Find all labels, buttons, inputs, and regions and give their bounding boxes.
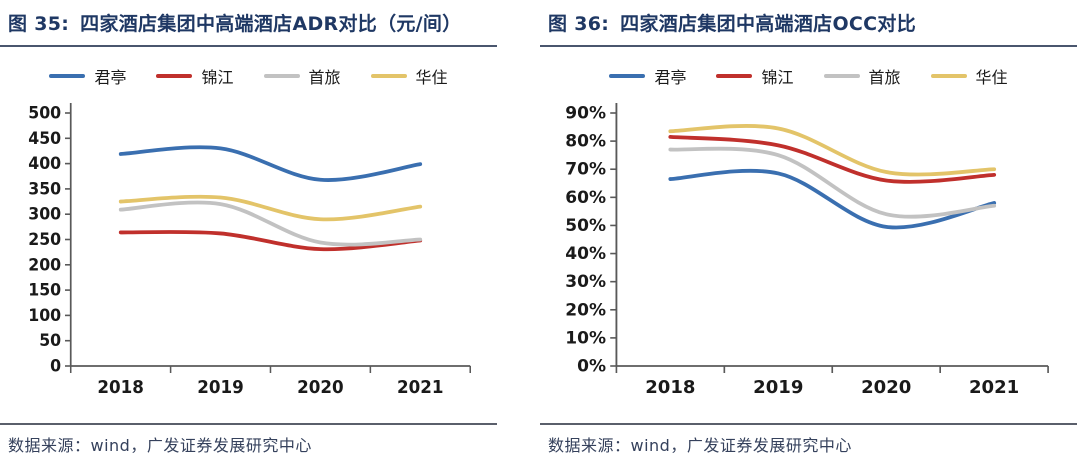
y-tick-label: 100 [28,306,61,325]
adr-chart-canvas: 0 50 100 150 200 250 300 350 400 450 500 2018 2019 20… [28,103,472,398]
legend-label-huazhu: 华住 [975,68,1008,87]
x-tick-label: 2018 [645,377,695,398]
series-line-junting [668,168,997,230]
y-tick-label: 70% [565,159,606,179]
figure-title-occ: 图 36: 四家酒店集团中高端酒店OCC对比 [540,6,1077,47]
source-note: 数据来源：wind，广发证券发展研究中心 [0,423,497,456]
y-tick-label: 200 [28,255,61,274]
figure-title-text: 四家酒店集团中高端酒店ADR对比（元/间） [80,13,462,35]
figure-title-text: 四家酒店集团中高端酒店OCC对比 [620,13,916,35]
series-line-huazhu [668,124,997,177]
y-tick-label: 20% [565,300,606,320]
y-tick-label: 450 [28,128,61,147]
figure-label: 图 36: [548,13,610,35]
y-tick-label: 50% [565,215,606,235]
y-tick-label: 50 [39,331,61,350]
series-line-shoulv [668,146,997,219]
y-tick-label: 350 [28,179,61,198]
x-tick-label: 2019 [753,377,803,398]
legend-label-shoulv: 首旅 [868,68,901,87]
y-tick-label: 250 [28,230,61,249]
legend-swatch-huazhu [930,74,967,78]
line-chart-occ: 0% 10% 20% 30% 40% 50% 60% 70% 80% 90% 2018 2019 202… [540,87,1077,409]
y-tick-label: 150 [28,280,61,299]
figure-label: 图 35: [8,13,70,35]
legend-item-huazhu: 华住 [930,64,1008,88]
y-tick-label: 80% [565,131,606,151]
series-line-jinjiang [118,230,423,252]
line-chart-adr: 0 50 100 150 200 250 300 350 400 450 500 2018 2019 20… [0,87,497,409]
legend-item-shoulv: 首旅 [263,64,341,88]
x-tick-label: 2019 [197,378,244,398]
legend-swatch-jinjiang [156,74,193,78]
legend-label-junting: 君亭 [94,68,127,87]
legend-item-huazhu: 华住 [370,64,448,88]
legend-label-jinjiang: 锦江 [201,68,234,87]
legend-swatch-jinjiang [716,74,753,78]
y-tick-label: 300 [28,204,61,223]
legend-swatch-huazhu [370,74,407,78]
series-line-shoulv [118,200,423,247]
y-tick-label: 30% [565,271,606,291]
x-tick-label: 2021 [969,377,1019,398]
legend-swatch-shoulv [263,74,300,78]
chart-legend: 君亭 锦江 首旅 华住 [0,65,497,87]
x-tick-label: 2020 [297,378,344,398]
y-tick-label: 60% [565,187,606,207]
figure-title-adr: 图 35: 四家酒店集团中高端酒店ADR对比（元/间） [0,6,497,47]
figure-panel-adr: 图 35: 四家酒店集团中高端酒店ADR对比（元/间） 君亭 锦江 首旅 华住 0 50… [0,6,497,456]
y-tick-label: 500 [28,103,61,122]
figure-panel-occ: 图 36: 四家酒店集团中高端酒店OCC对比 君亭 锦江 首旅 华住 0% 10% 20%… [540,6,1077,456]
legend-swatch-shoulv [823,74,860,78]
y-tick-label: 10% [565,328,606,348]
occ-chart-canvas: 0% 10% 20% 30% 40% 50% 60% 70% 80% 90% 2018 2019 202… [565,103,1049,398]
y-tick-label: 0 [50,356,61,375]
x-tick-label: 2021 [397,378,444,398]
x-tick-label: 2020 [861,377,911,398]
legend-swatch-junting [609,74,646,78]
source-note: 数据来源：wind，广发证券发展研究中心 [540,423,1077,456]
x-tick-label: 2018 [97,378,144,398]
legend-item-jinjiang: 锦江 [716,64,794,88]
legend-item-jinjiang: 锦江 [156,64,234,88]
legend-label-shoulv: 首旅 [308,68,341,87]
legend-label-huazhu: 华住 [415,68,448,87]
legend-label-jinjiang: 锦江 [761,68,794,87]
series-line-jinjiang [668,134,997,184]
y-tick-label: 90% [565,103,606,123]
legend-label-junting: 君亭 [654,68,687,87]
legend-swatch-junting [49,74,86,78]
series-line-huazhu [118,194,423,222]
y-tick-label: 400 [28,154,61,173]
chart-legend: 君亭 锦江 首旅 华住 [540,65,1077,87]
legend-item-junting: 君亭 [49,64,126,88]
legend-item-shoulv: 首旅 [823,64,901,88]
series-line-junting [118,145,423,182]
legend-item-junting: 君亭 [609,64,686,88]
y-tick-label: 40% [565,243,606,263]
y-tick-label: 0% [577,356,606,376]
